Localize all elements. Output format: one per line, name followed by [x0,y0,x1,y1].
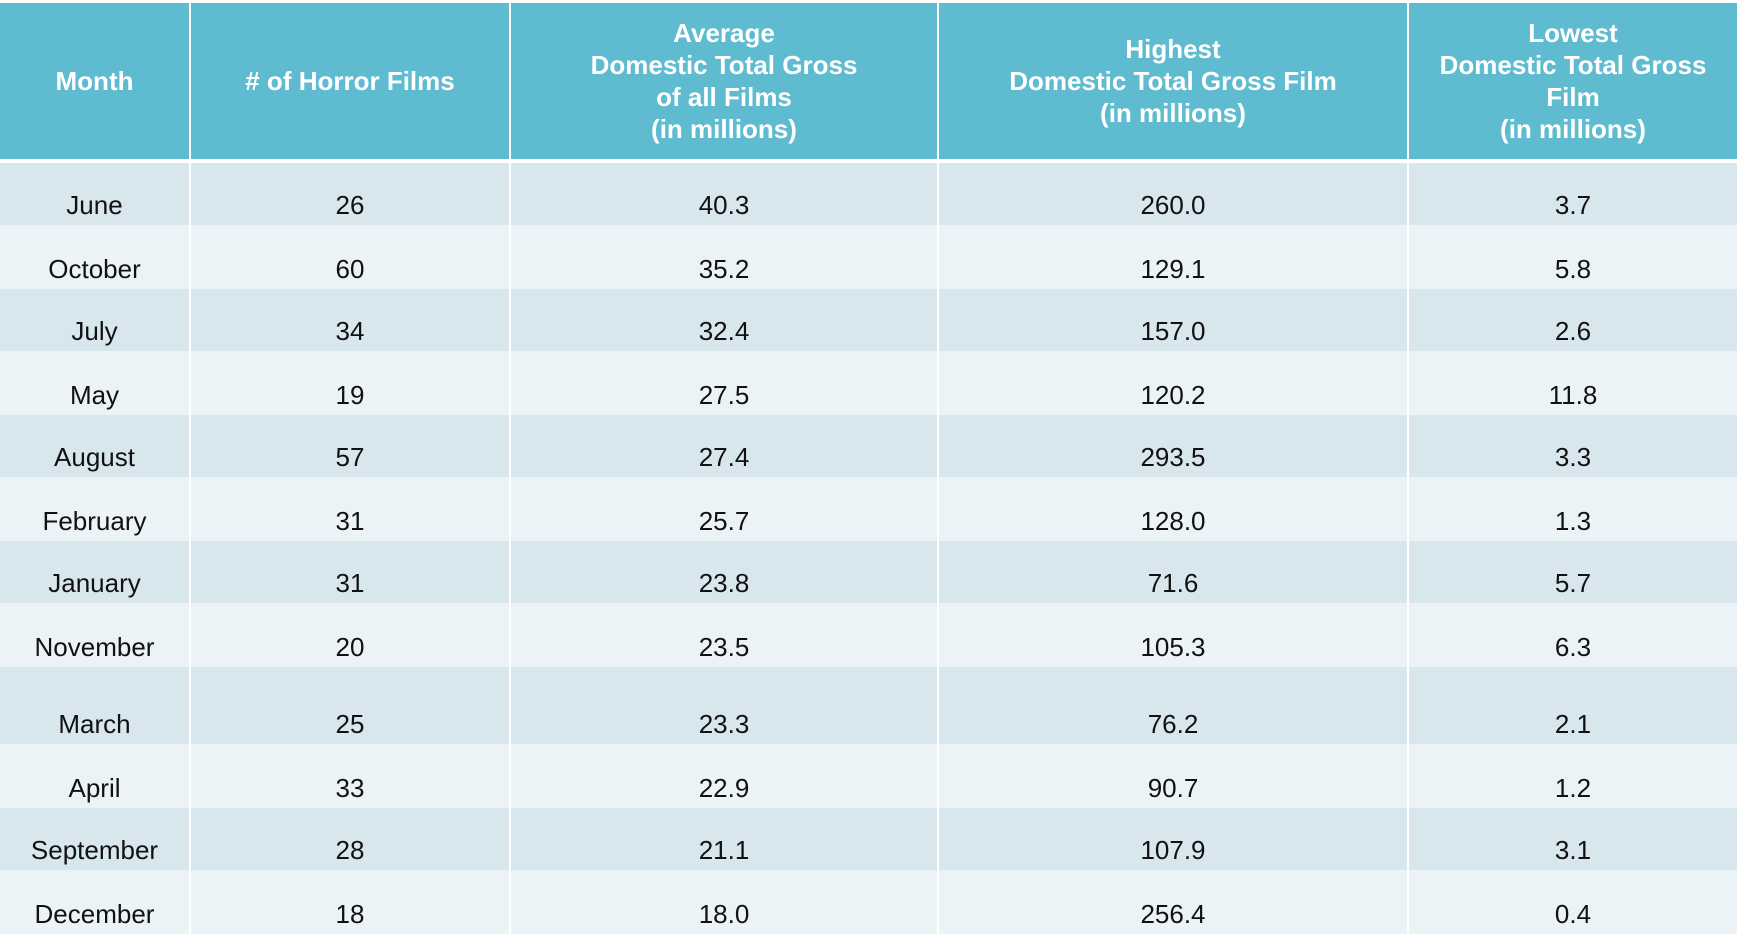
cell-month: April [0,744,191,808]
cell-month: June [0,161,191,225]
cell-month: December [0,870,191,934]
cell-lowest-gross: 11.8 [1548,380,1598,410]
cell-highest-gross: 256.4 [938,870,1409,934]
cell-lowest-gross: 3.1 [1554,835,1592,865]
column-header-average-gross: Average Domestic Total Gross of all Films(… [510,3,939,163]
cell-average-gross: 35.2 [510,225,939,289]
column-header-line: Month [55,66,134,96]
cell-horror-films-count: 19 [190,351,511,415]
cell-highest-gross: 90.7 [938,744,1409,808]
cell-lowest-gross: 1.2 [1554,773,1592,803]
cell-month: July [0,289,191,351]
cell-average-gross: 21.1 [510,808,939,870]
table-row: December 18 18.0 256.4 0.4 [0,870,1737,934]
cell-highest-gross: 76.2 [938,667,1409,744]
table-row: July 34 32.4 157.0 2.6 [0,289,1737,351]
table-row: May 19 27.5 120.2 11.8 [0,351,1737,415]
column-header-highest-gross: Highest Domestic Total Gross Film (in mill… [938,3,1409,163]
cell-horror-films-count: 34 [190,289,511,351]
column-header-line: (in millions) [1100,98,1246,128]
cell-average-gross: 40.3 [510,161,939,225]
column-header-line: (in millions) [651,114,797,144]
cell-horror-films-count: 57 [190,415,511,477]
cell-month: November [0,603,191,667]
table-row: February 31 25.7 128.0 1.3 [0,477,1737,541]
cell-highest-gross: 128.0 [938,477,1409,541]
cell-average-gross: 27.5 [510,351,939,415]
column-header-line: Domestic Total Gross Film [1009,66,1337,96]
column-header-horror-films-count: # of Horror Films [190,3,511,163]
cell-lowest-gross: 2.6 [1554,316,1592,346]
cell-month: March [0,667,191,744]
cell-lowest-gross: 2.1 [1554,709,1592,739]
cell-highest-gross: 293.5 [938,415,1409,477]
cell-average-gross: 23.8 [510,541,939,603]
cell-lowest-gross: 5.8 [1554,254,1592,284]
cell-month: January [0,541,191,603]
cell-average-gross: 32.4 [510,289,939,351]
cell-highest-gross: 129.1 [938,225,1409,289]
cell-month: October [0,225,191,289]
cell-lowest-gross: 3.7 [1554,190,1592,220]
table-row: October 60 35.2 129.1 5.8 [0,225,1737,289]
cell-lowest-gross: 3.3 [1554,442,1592,472]
column-header-line: of all Films [656,82,792,112]
cell-horror-films-count: 31 [190,477,511,541]
cell-average-gross: 22.9 [510,744,939,808]
cell-month: August [0,415,191,477]
cell-highest-gross: 71.6 [938,541,1409,603]
cell-average-gross: 23.5 [510,603,939,667]
column-header-line: # of Horror Films [245,66,455,96]
table-row: November 20 23.5 105.3 6.3 [0,603,1737,667]
column-header-line: Average [673,18,775,48]
cell-highest-gross: 120.2 [938,351,1409,415]
cell-month: February [0,477,191,541]
cell-highest-gross: 260.0 [938,161,1409,225]
cell-lowest-gross: 0.4 [1554,899,1592,929]
cell-month: May [0,351,191,415]
cell-average-gross: 27.4 [510,415,939,477]
table-row: August 57 27.4 293.5 3.3 [0,415,1737,477]
cell-lowest-gross: 1.3 [1554,506,1592,536]
table-row: March 25 23.3 76.2 2.1 [0,667,1737,744]
cell-lowest-gross: 6.3 [1554,632,1592,662]
cell-horror-films-count: 25 [190,667,511,744]
column-header-line: Domestic Total Gross [1439,50,1707,80]
cell-average-gross: 23.3 [510,667,939,744]
cell-average-gross: 18.0 [510,870,939,934]
cell-horror-films-count: 60 [190,225,511,289]
cell-highest-gross: 107.9 [938,808,1409,870]
cell-horror-films-count: 33 [190,744,511,808]
column-header-lowest-gross: Lowest Domestic Total Gross Film (in millio… [1408,3,1737,163]
cell-horror-films-count: 28 [190,808,511,870]
column-header-line: Domestic Total Gross [590,50,858,80]
table-body: June 26 40.3 260.0 3.7 October 60 35.2 129.1 5.8 J… [0,161,1737,934]
cell-lowest-gross: 5.7 [1554,568,1592,598]
cell-average-gross: 25.7 [510,477,939,541]
table-row: January 31 23.8 71.6 5.7 [0,541,1737,603]
column-header-month: Month [0,3,191,163]
cell-horror-films-count: 31 [190,541,511,603]
column-header-line: Highest [1125,34,1221,64]
cell-horror-films-count: 26 [190,161,511,225]
table-row: June 26 40.3 260.0 3.7 [0,161,1737,225]
table-row: April 33 22.9 90.7 1.2 [0,744,1737,808]
cell-horror-films-count: 18 [190,870,511,934]
cell-highest-gross: 157.0 [938,289,1409,351]
table-header: Month # of Horror Films Average Domestic To… [0,3,1737,163]
table-row: September 28 21.1 107.9 3.1 [0,808,1737,870]
cell-highest-gross: 105.3 [938,603,1409,667]
horror-films-by-month-table: Month # of Horror Films Average Domestic To… [0,3,1737,934]
horror-films-table-container: Month # of Horror Films Average Domestic To… [0,3,1737,934]
header-row: Month # of Horror Films Average Domestic To… [0,3,1737,163]
cell-month: September [0,808,191,870]
cell-horror-films-count: 20 [190,603,511,667]
column-header-line: Lowest [1528,18,1618,48]
column-header-line: (in millions) [1500,114,1646,144]
column-header-line: Film [1546,82,1600,112]
